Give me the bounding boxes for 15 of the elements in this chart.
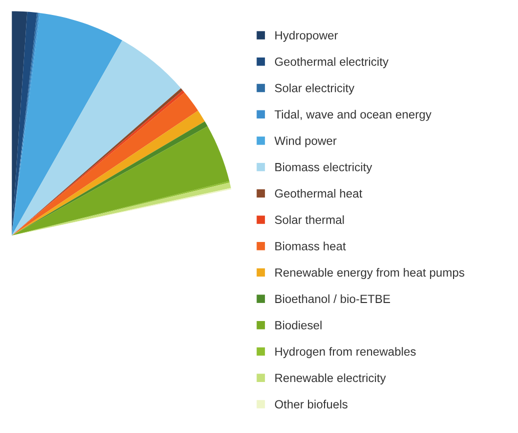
legend-label: Biomass heat [275, 242, 346, 250]
legend-label: Solar electricity [274, 84, 354, 95]
legend-label: Geothermal heat [274, 188, 362, 198]
legend-label: Renewable electricity [275, 373, 386, 384]
legend-label: Tidal, wave and ocean energy [274, 110, 432, 121]
legend-label: Hydropower [275, 30, 338, 42]
legend-label: Wind power [274, 136, 337, 148]
legend-label: Geothermal electricity [274, 57, 389, 68]
legend-label: Renewable energy from heat pumps [275, 268, 464, 280]
legend-label: Solar thermal [274, 215, 344, 224]
legend-label: Biodiesel [275, 320, 322, 330]
legend-label: Other biofuels [274, 400, 348, 408]
legend-label: Bioethanol / bio-ETBE [275, 294, 390, 304]
legend-label: Biomass electricity [275, 162, 372, 174]
legend-label: Hydrogen from renewables [275, 347, 416, 358]
